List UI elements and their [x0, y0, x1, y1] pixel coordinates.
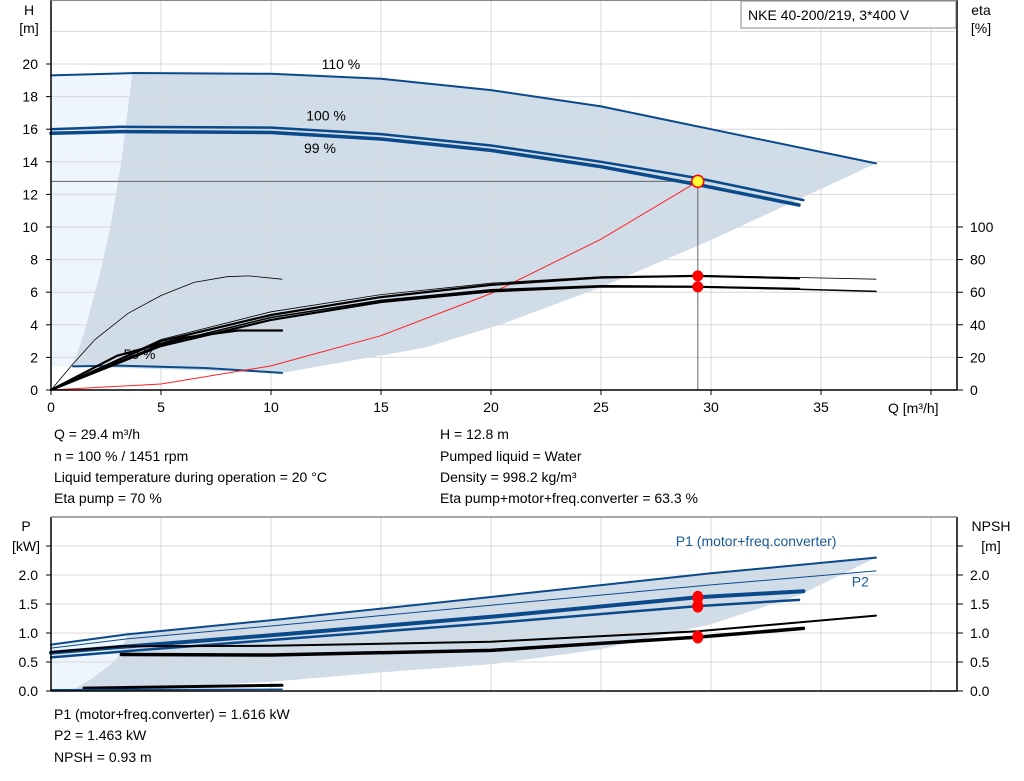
y-tick-label: 10 [22, 219, 38, 235]
y-tick-label: 0 [30, 382, 38, 398]
npsh-tick-label: 2.0 [970, 567, 990, 583]
curve-100 [49, 125, 805, 202]
y-tick-label: 8 [30, 252, 38, 268]
title-box [740, 0, 957, 29]
chart-title: NKE 40-200/219, 3*400 V [748, 7, 910, 23]
y2-axis-title: eta [971, 2, 991, 18]
y2-tick-label: 60 [970, 284, 986, 300]
p-axis-unit: [kW] [12, 538, 40, 554]
p-axis-title: P [21, 518, 30, 534]
info-npsh: NPSH = 0.93 m [54, 749, 152, 765]
x-tick-label: 10 [263, 399, 279, 415]
y2-tick-label: 0 [970, 382, 978, 398]
y-tick-label: 14 [22, 154, 38, 170]
curve-p1-motor-freq-converter- [50, 556, 877, 646]
curve-label: P2 [852, 574, 869, 590]
info-eta-total: Eta pump+motor+freq.converter = 63.3 % [440, 490, 698, 506]
curve-label: 110 % [322, 56, 361, 72]
y-axis-title: H [24, 2, 34, 18]
curve-7 [49, 274, 801, 392]
y2-axis-unit: [%] [971, 20, 991, 36]
curve-10 [49, 329, 284, 392]
y2-tick-label: 20 [970, 349, 986, 365]
npsh-tick-label: 1.0 [970, 625, 990, 641]
npsh-tick-label: 0.5 [970, 654, 990, 670]
efficiency-point-marker [692, 270, 704, 282]
curve-label: 100 % [306, 107, 346, 123]
y-axis-unit: [m] [19, 20, 38, 36]
p-tick-label: 0.0 [19, 683, 39, 699]
y-tick-label: 12 [22, 186, 38, 202]
p-tick-label: 1.5 [19, 596, 39, 612]
info-p2: P2 = 1.463 kW [54, 727, 147, 743]
curve-label: P1 (motor+freq.converter) [676, 533, 837, 549]
npsh-axis-unit: [m] [981, 538, 1000, 554]
p-tick-label: 0.5 [19, 654, 39, 670]
info-density: Density = 998.2 kg/m³ [440, 469, 577, 485]
x-tick-label: 30 [703, 399, 719, 415]
y-tick-label: 4 [30, 317, 38, 333]
y2-tick-label: 100 [970, 219, 994, 235]
npsh-tick-label: 0.0 [970, 683, 990, 699]
info-eta-pump: Eta pump = 70 % [54, 490, 162, 506]
curve-6 [82, 683, 284, 690]
x-tick-label: 25 [593, 399, 609, 415]
info-speed: n = 100 % / 1451 rpm [54, 448, 188, 464]
operating-range-region [73, 72, 876, 373]
x-tick-label: 0 [47, 399, 55, 415]
curve-label: 99 % [304, 140, 336, 156]
y2-tick-label: 80 [970, 252, 986, 268]
curve-99 [49, 129, 801, 207]
y-tick-label: 20 [22, 56, 38, 72]
y-tick-label: 16 [22, 121, 38, 137]
efficiency-point-marker [692, 281, 704, 293]
curve-p2 [50, 570, 877, 649]
curve-5 [119, 626, 806, 657]
p-tick-label: 1.0 [19, 625, 39, 641]
info-head: H = 12.8 m [440, 426, 509, 442]
curve-4 [50, 614, 877, 654]
npsh-tick-label: 1.5 [970, 596, 990, 612]
x-tick-label: 20 [483, 399, 499, 415]
operating-point-marker [692, 599, 704, 613]
power-npsh-plot: P1 (motor+freq.converter) P2 0.0 0.0 0.5 0.5 1… [19, 516, 990, 699]
info-liquid: Pumped liquid = Water [440, 448, 582, 464]
y-tick-label: 6 [30, 284, 38, 300]
info-p1: P1 (motor+freq.converter) = 1.616 kW [54, 706, 291, 722]
head-efficiency-plot: 110 % 100 % 99 % 50 % 0 5 10 15 20 25 30 35 0 2 4 6 8 10 1… [22, 0, 994, 415]
light-region [51, 73, 133, 367]
x-tick-label: 15 [373, 399, 389, 415]
curve-label: 50 % [124, 346, 156, 362]
y2-tick-label: 40 [970, 317, 986, 333]
operating-info: Q = 29.4 m³/h n = 100 % / 1451 rpm Liqui… [54, 426, 698, 765]
x-tick-label: 5 [157, 399, 165, 415]
curve-7 [50, 688, 283, 691]
p-tick-label: 2.0 [19, 567, 39, 583]
curve-5 [50, 275, 283, 391]
curve-4 [50, 180, 699, 391]
operating-point-marker [692, 630, 704, 644]
curve-3 [49, 598, 801, 659]
y-tick-label: 2 [30, 349, 38, 365]
info-flow: Q = 29.4 m³/h [54, 426, 140, 442]
y-tick-label: 18 [22, 89, 38, 105]
curve-110 [50, 71, 877, 165]
x-tick-label: 35 [813, 399, 829, 415]
npsh-axis-title: NPSH [972, 518, 1011, 534]
x-axis-title: Q [m³/h] [888, 400, 939, 416]
info-temperature: Liquid temperature during operation = 20… [54, 469, 327, 485]
operating-point-marker [691, 174, 705, 189]
